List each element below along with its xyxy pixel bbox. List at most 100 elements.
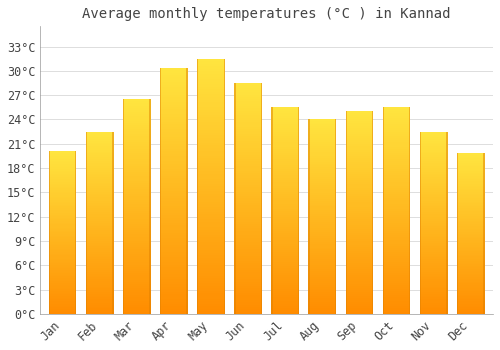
Bar — [123, 196, 150, 198]
Bar — [234, 286, 262, 288]
Bar — [160, 312, 188, 314]
Bar — [308, 195, 336, 197]
Bar — [420, 296, 448, 298]
Bar — [234, 118, 262, 120]
Bar — [86, 137, 114, 139]
Bar — [308, 138, 336, 140]
Bar — [308, 210, 336, 212]
Bar — [123, 119, 150, 121]
Bar — [197, 174, 225, 176]
Bar — [123, 121, 150, 123]
Bar — [382, 111, 410, 113]
Bar — [308, 158, 336, 160]
Bar — [272, 231, 299, 233]
Bar — [234, 210, 262, 212]
Bar — [123, 267, 150, 269]
Bar — [160, 144, 188, 146]
Bar — [346, 160, 374, 162]
Bar — [86, 274, 114, 275]
Bar — [197, 105, 225, 107]
Bar — [346, 259, 374, 261]
Bar — [346, 217, 374, 219]
Bar — [272, 285, 299, 287]
Bar — [382, 301, 410, 303]
Bar — [457, 285, 484, 287]
Bar — [272, 246, 299, 248]
Bar — [420, 135, 448, 137]
Bar — [86, 197, 114, 199]
Bar — [457, 288, 484, 290]
Bar — [197, 163, 225, 166]
Bar — [420, 139, 448, 141]
Bar — [48, 170, 76, 172]
Bar — [86, 132, 87, 314]
Bar — [457, 232, 484, 234]
Bar — [160, 279, 188, 282]
Bar — [457, 184, 484, 186]
Bar — [123, 230, 150, 232]
Bar — [446, 132, 448, 314]
Bar — [272, 301, 299, 303]
Bar — [308, 234, 336, 236]
Bar — [160, 164, 188, 166]
Bar — [346, 289, 374, 292]
Bar — [234, 272, 262, 275]
Bar — [48, 299, 76, 301]
Bar — [346, 134, 374, 136]
Bar — [160, 102, 188, 105]
Bar — [234, 215, 262, 217]
Bar — [346, 186, 374, 188]
Bar — [86, 234, 114, 236]
Bar — [197, 227, 225, 230]
Bar — [457, 221, 484, 223]
Bar — [197, 278, 225, 281]
Bar — [272, 147, 299, 149]
Bar — [457, 267, 484, 269]
Bar — [420, 292, 448, 294]
Bar — [382, 177, 410, 180]
Bar — [382, 237, 410, 239]
Bar — [346, 245, 374, 247]
Bar — [382, 246, 410, 248]
Bar — [86, 310, 114, 312]
Bar — [420, 234, 448, 236]
Bar — [272, 244, 299, 246]
Bar — [346, 144, 374, 146]
Bar — [420, 241, 448, 243]
Bar — [234, 115, 262, 118]
Bar — [86, 204, 114, 206]
Bar — [86, 163, 114, 164]
Bar — [48, 219, 76, 221]
Bar — [234, 164, 262, 166]
Bar — [234, 212, 262, 215]
Bar — [197, 146, 225, 148]
Bar — [272, 128, 299, 130]
Bar — [382, 241, 410, 244]
Bar — [382, 173, 410, 175]
Bar — [234, 304, 262, 307]
Bar — [234, 245, 262, 247]
Bar — [420, 281, 448, 283]
Bar — [346, 203, 374, 204]
Bar — [197, 181, 225, 184]
Bar — [457, 219, 484, 221]
Bar — [160, 245, 188, 247]
Bar — [308, 292, 336, 294]
Bar — [160, 70, 188, 72]
Bar — [346, 288, 374, 289]
Bar — [272, 273, 299, 275]
Bar — [160, 198, 188, 201]
Bar — [308, 247, 336, 250]
Bar — [160, 203, 188, 205]
Bar — [382, 281, 410, 283]
Bar — [346, 148, 374, 150]
Bar — [272, 132, 299, 134]
Bar — [48, 162, 76, 164]
Bar — [382, 180, 410, 182]
Bar — [234, 229, 262, 231]
Bar — [48, 166, 76, 167]
Bar — [197, 143, 225, 146]
Bar — [308, 201, 336, 203]
Bar — [123, 185, 150, 187]
Bar — [272, 254, 299, 256]
